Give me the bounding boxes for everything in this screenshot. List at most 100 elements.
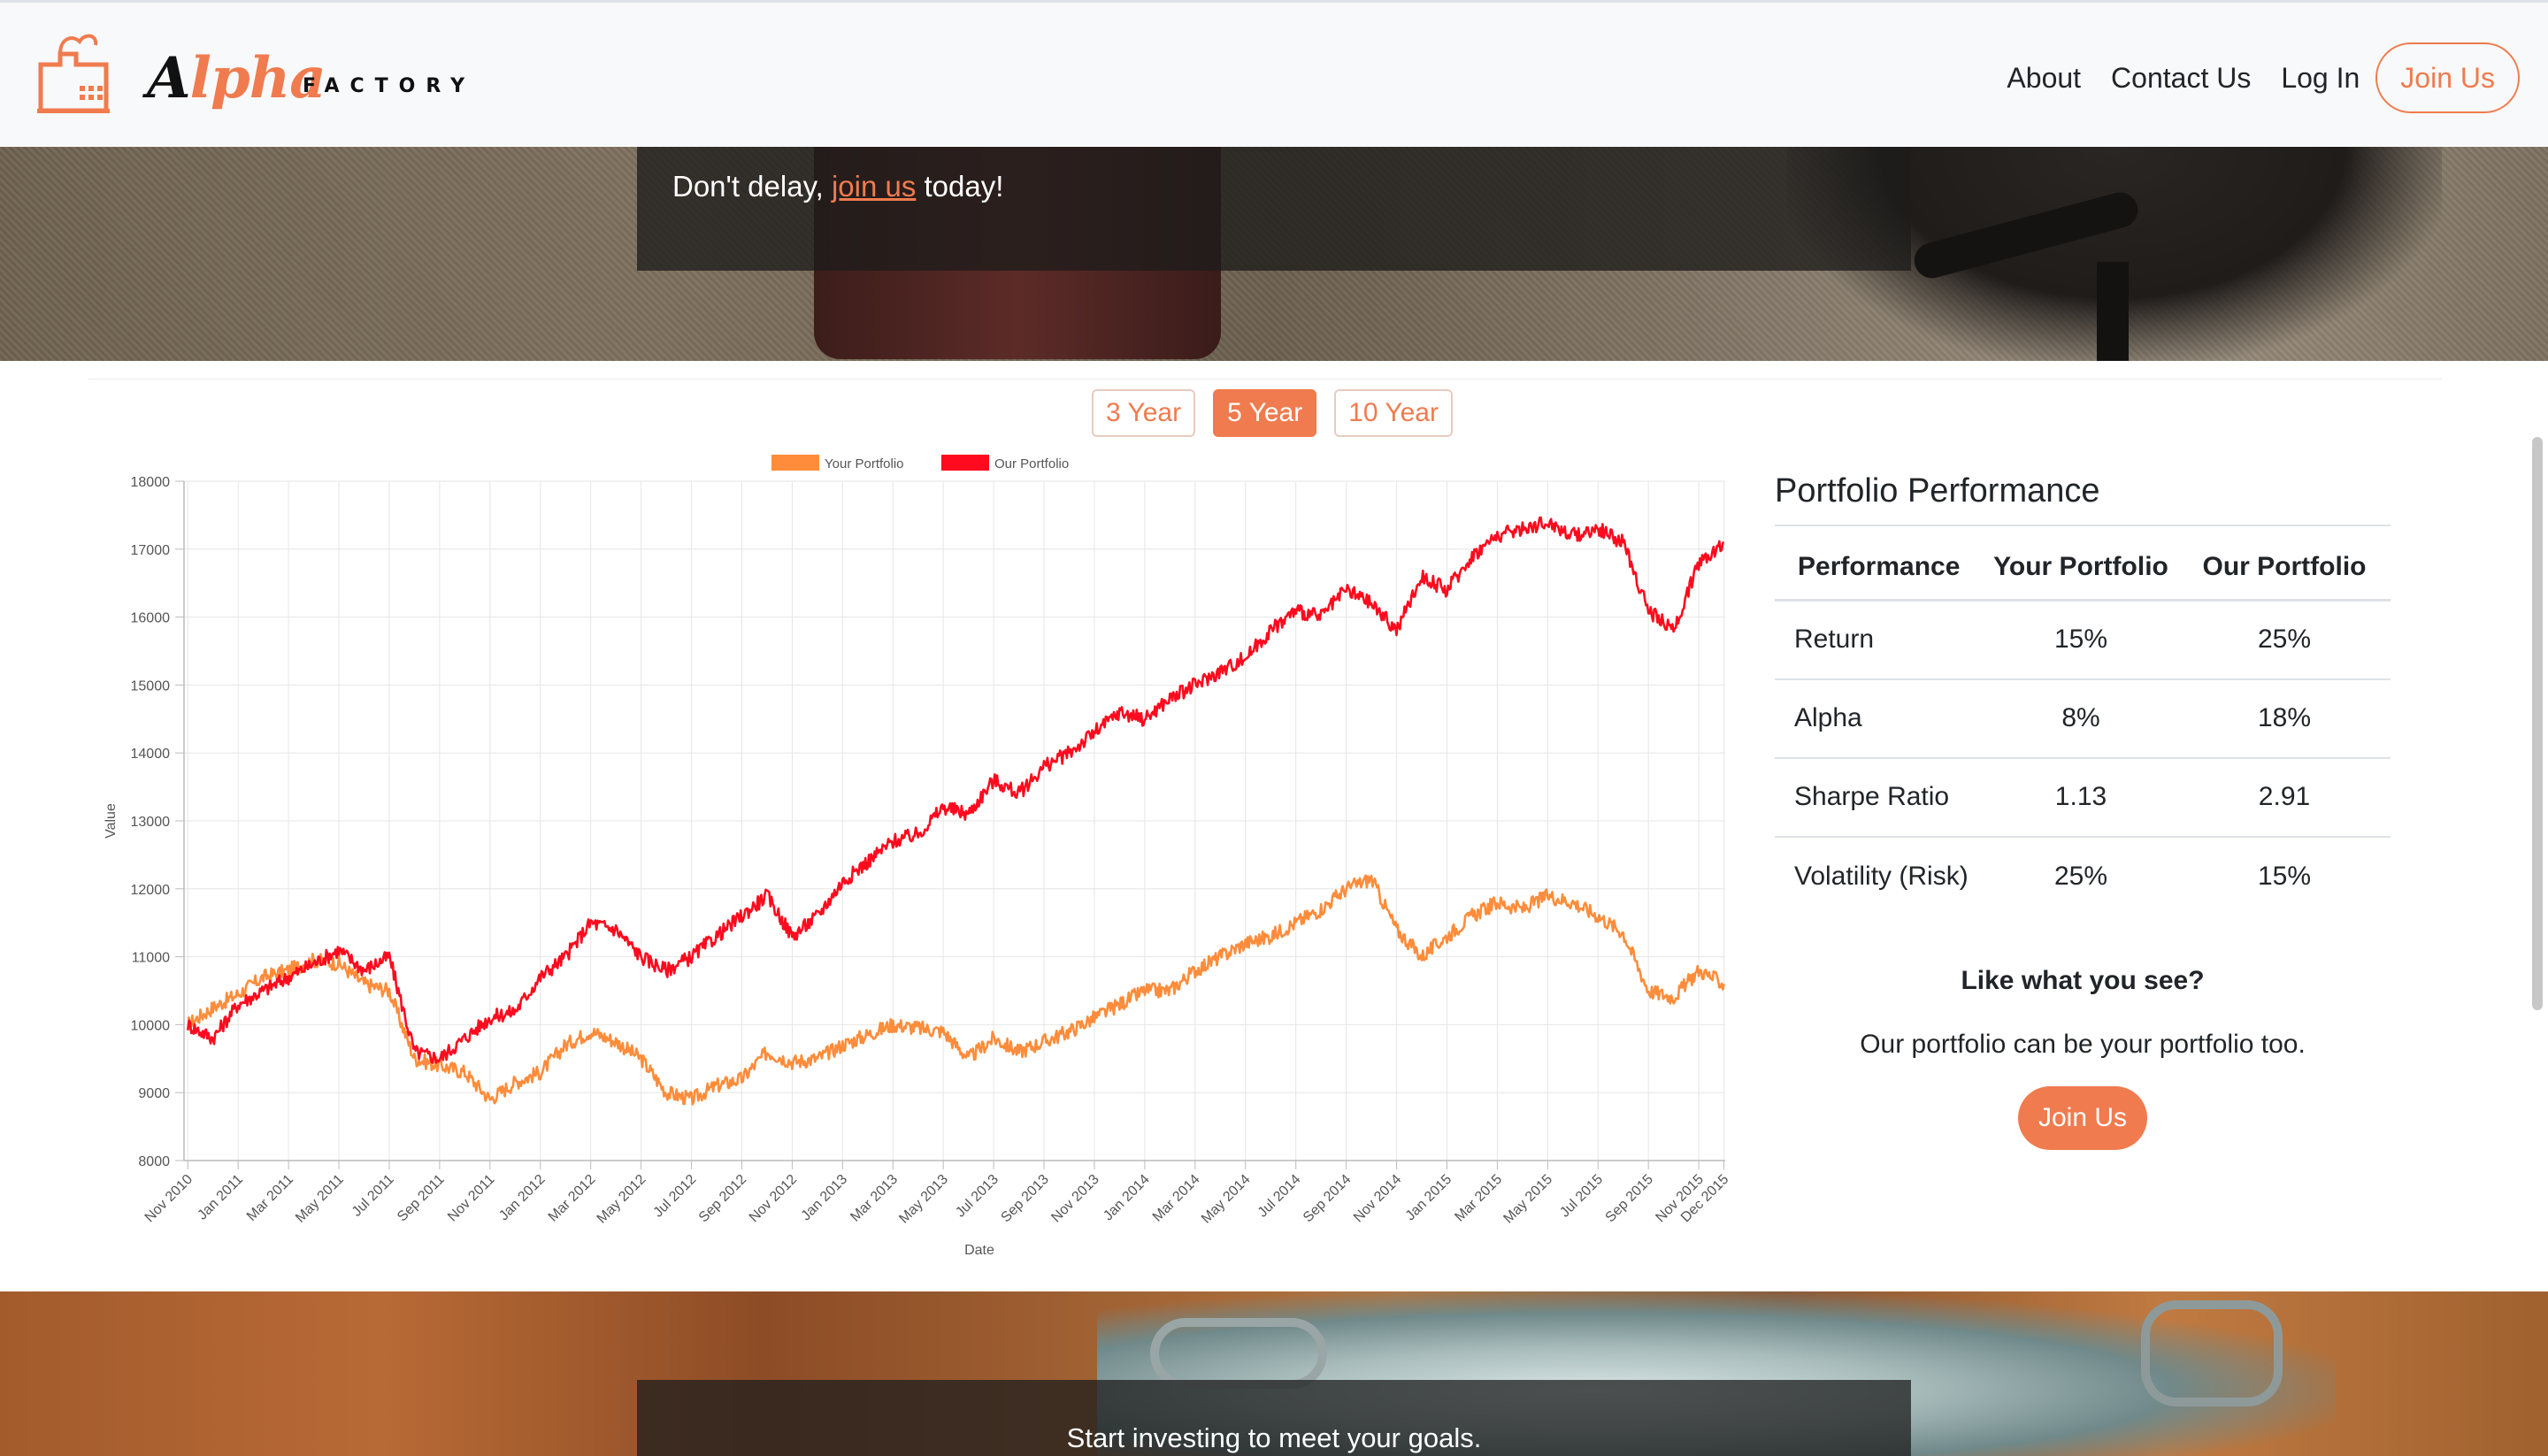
x-tick-label: Jan 2013: [799, 1172, 851, 1224]
hero-text-suffix: today!: [916, 170, 1004, 203]
x-tick-label: Mar 2011: [244, 1172, 296, 1224]
header-your-portfolio: Your Portfolio: [1984, 526, 2178, 602]
header-our-portfolio: Our Portfolio: [2178, 526, 2391, 602]
x-tick-label: Jul 2013: [953, 1172, 1002, 1221]
hero-join-link[interactable]: join us: [831, 170, 917, 203]
brand-name-first: A: [147, 45, 191, 111]
jar-clip-image: [1150, 1318, 1327, 1389]
performance-table: Performance Your Portfolio Our Portfolio…: [1775, 526, 2391, 939]
x-tick-label: Sep 2013: [998, 1172, 1052, 1226]
y-tick-label: 13000: [131, 815, 171, 830]
x-tick-label: Mar 2015: [1452, 1172, 1505, 1225]
period-10-year-button[interactable]: 10 Year: [1334, 389, 1453, 437]
x-tick-label: May 2013: [896, 1172, 951, 1227]
cta-title: Like what you see?: [1961, 965, 2205, 995]
table-row: Volatility (Risk) 25% 15%: [1775, 837, 2391, 939]
row-label: Return: [1775, 600, 1984, 680]
cta-join-button[interactable]: Join Us: [2018, 1085, 2147, 1150]
x-tick-label: May 2012: [595, 1172, 649, 1227]
x-tick-label: Mar 2014: [1150, 1172, 1203, 1225]
row-our-value: 25%: [2178, 600, 2391, 680]
x-tick-label: Jul 2014: [1255, 1172, 1304, 1221]
x-tick-label: Mar 2012: [546, 1172, 599, 1225]
x-tick-label: Jan 2014: [1101, 1172, 1153, 1224]
bottom-text: Start investing to meet your goals.: [1066, 1422, 1482, 1453]
page-scrollbar[interactable]: [2532, 437, 2543, 1010]
factory-logo-icon[interactable]: [34, 29, 113, 114]
legend-label: Our Portfolio: [994, 456, 1069, 471]
y-tick-label: 11000: [132, 951, 170, 966]
y-tick-label: 18000: [131, 475, 171, 490]
bottom-banner: Start investing to meet your goals.: [0, 1291, 2548, 1456]
x-tick-label: Jul 2012: [651, 1172, 700, 1221]
legend-label: Your Portfolio: [825, 456, 904, 471]
hero-text-prefix: Don't delay,: [672, 170, 832, 203]
x-tick-label: May 2011: [293, 1172, 347, 1226]
brand-suffix: FACTORY: [303, 75, 476, 97]
legend-swatch: [941, 455, 989, 471]
y-tick-label: 9000: [138, 1086, 170, 1101]
nav-links: About Contact Us Log In Join Us: [1976, 42, 2520, 114]
hero-text: Don't delay, join us today!: [672, 170, 1003, 203]
y-tick-label: 8000: [138, 1154, 170, 1169]
performance-chart: 8000 9000 10000 11000 12000 13000 14000 15000 16…: [104, 455, 1731, 1258]
nav-contact-link[interactable]: Contact Us: [2111, 61, 2252, 94]
x-tick-label: Nov 2010: [142, 1172, 196, 1226]
panel-title: Portfolio Performance: [1775, 472, 2391, 526]
header-performance: Performance: [1775, 526, 1984, 602]
row-our-value: 2.91: [2178, 757, 2391, 838]
period-5-year-button[interactable]: 5 Year: [1213, 389, 1317, 437]
performance-panel: Portfolio Performance Performance Your P…: [1775, 472, 2391, 1150]
x-tick-label: Jul 2011: [349, 1172, 397, 1220]
brand-name-rest: lpha: [189, 45, 326, 111]
series-line-your-portfolio: [187, 874, 1725, 1106]
nav-about-link[interactable]: About: [2007, 61, 2082, 94]
hero-text-box: Don't delay, join us today!: [637, 147, 1911, 271]
period-3-year-button[interactable]: 3 Year: [1092, 389, 1196, 437]
y-tick-label: 15000: [131, 678, 171, 694]
x-tick-label: May 2014: [1199, 1172, 1254, 1227]
row-our-value: 15%: [2257, 861, 2312, 891]
x-tick-label: Mar 2013: [848, 1172, 901, 1225]
legend-swatch: [771, 455, 819, 471]
x-tick-label: Jul 2015: [1557, 1172, 1606, 1221]
x-tick-label: Nov 2012: [747, 1172, 801, 1226]
bottom-text-box: Start investing to meet your goals.: [637, 1380, 1911, 1456]
table-row: Return 15% 25%: [1775, 600, 2391, 680]
y-tick-label: 10000: [131, 1018, 171, 1033]
row-your-value: 25%: [2053, 861, 2108, 891]
series-line-our-portfolio: [187, 516, 1725, 1064]
row-our-value: 18%: [2178, 678, 2391, 759]
x-tick-label: Sep 2015: [1603, 1172, 1657, 1226]
table-row: Sharpe Ratio 1.13 2.91: [1775, 757, 2391, 838]
x-tick-label: Nov 2014: [1351, 1172, 1405, 1226]
row-your-value: 1.13: [1984, 757, 2178, 838]
row-label: Sharpe Ratio: [1775, 757, 1984, 838]
row-your-value: 8%: [1984, 678, 2178, 759]
x-tick-label: Nov 2013: [1048, 1172, 1102, 1226]
x-tick-label: Sep 2014: [1301, 1172, 1355, 1226]
x-tick-label: Jan 2012: [496, 1172, 549, 1224]
nav-login-link[interactable]: Log In: [2281, 61, 2360, 94]
y-tick-label: 17000: [131, 543, 171, 558]
table-row: Alpha 8% 18%: [1775, 678, 2391, 759]
x-tick-label: Nov 2011: [445, 1172, 498, 1225]
navbar: Alpha FACTORY About Contact Us Log In Jo…: [0, 0, 2548, 147]
x-tick-label: Jan 2015: [1403, 1172, 1455, 1224]
row-your-value: 15%: [1984, 600, 2178, 680]
x-tick-label: Sep 2012: [696, 1172, 750, 1226]
hero-banner: Don't delay, join us today!: [0, 147, 2548, 361]
y-tick-label: 14000: [131, 747, 171, 762]
row-label: Alpha: [1775, 678, 1984, 759]
x-tick-label: Jan 2011: [195, 1172, 246, 1223]
y-tick-label: 16000: [131, 611, 171, 626]
x-tick-label: Sep 2011: [395, 1172, 448, 1225]
y-tick-label: 12000: [131, 883, 171, 898]
period-selector: 3 Year 5 Year 10 Year: [1092, 389, 1470, 437]
cta-text: Our portfolio can be your portfolio too.: [1860, 1029, 2306, 1059]
x-axis-title: Date: [964, 1243, 994, 1258]
brand-name[interactable]: Alpha: [147, 45, 326, 111]
chair-base-image: [2097, 262, 2129, 361]
table-header-row: Performance Your Portfolio Our Portfolio: [1775, 526, 2391, 602]
nav-join-button[interactable]: Join Us: [2375, 42, 2520, 113]
